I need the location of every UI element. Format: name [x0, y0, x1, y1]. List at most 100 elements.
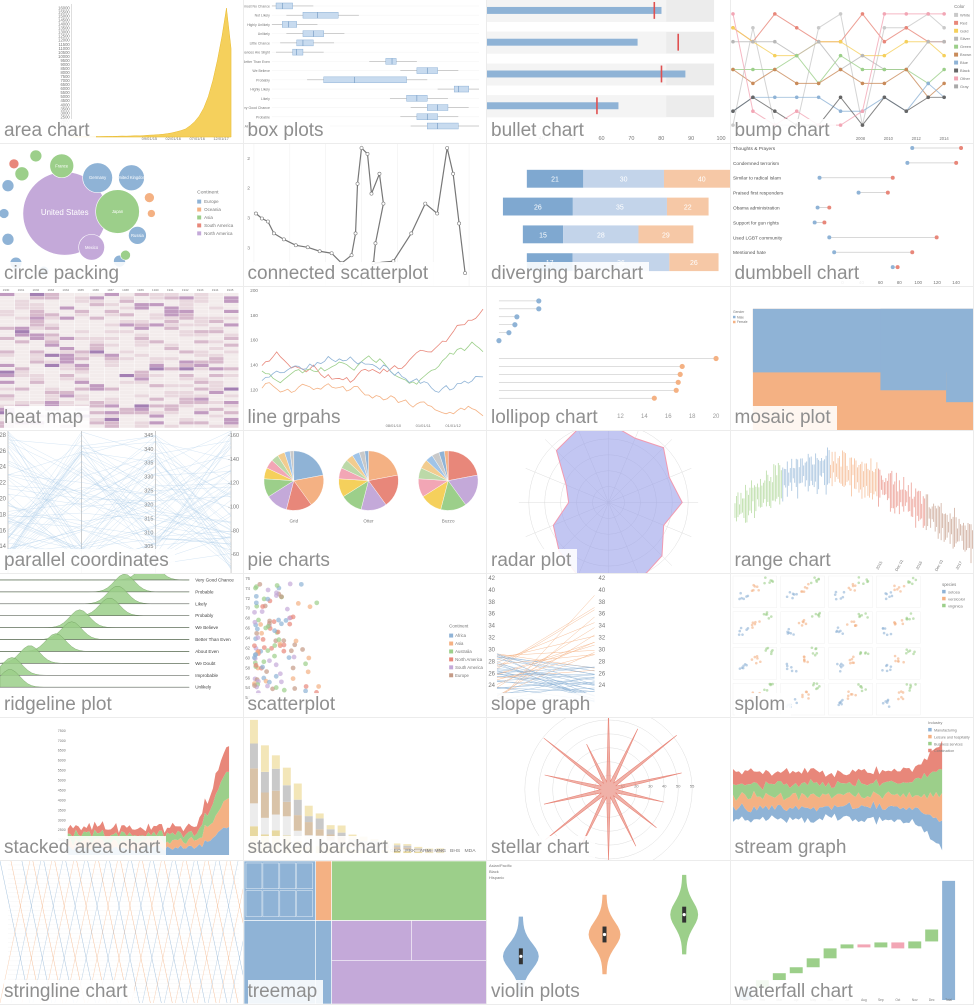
stacked-bar-segment [315, 829, 324, 836]
tile-violin-plots[interactable]: Asian/Pacific Black Hispanic violin plots [487, 861, 731, 1005]
slope-left-tick: 34 [488, 624, 495, 630]
dumbbell-category: Praised first responders [732, 190, 783, 196]
heatmap-cell [29, 320, 45, 324]
scatter-point [299, 647, 305, 653]
heatmap-cell [194, 414, 209, 418]
heatmap-cell [14, 303, 30, 307]
heatmap-cell [164, 404, 179, 408]
tile-stellar-chart[interactable]: 102030405055stellar chart [487, 717, 731, 862]
tile-line-graphs[interactable]: 10012014016018020008/01/1001/01/1101/01/… [243, 287, 487, 431]
stellar-r-tick: 30 [648, 783, 653, 788]
treemap-cell [330, 920, 412, 961]
violin-legend-label: Asian/Pacific [489, 863, 512, 868]
tile-pie-charts[interactable]: Grid Otter Buzzo pie charts [243, 430, 487, 575]
tile-slope-graph[interactable]: 42 42 40 40 38 38 36 36 34 34 32 32 30 30 28 28 26 26 24 24… [487, 574, 731, 718]
heatmap-cell [119, 380, 134, 385]
box-plots-caption: box plots [247, 118, 330, 143]
splom-point [806, 697, 810, 700]
splom-caption: splom [734, 692, 792, 717]
lollipop-x-tick: 14 [641, 414, 648, 420]
range-x-tick: Dec 01 [933, 558, 944, 572]
heatmap-cell [134, 309, 149, 314]
splom-point [786, 628, 790, 631]
tile-bullet-chart[interactable]: 405060708090100bullet chart [487, 0, 731, 144]
heatmap-cell [74, 313, 90, 317]
splom-point [753, 621, 757, 624]
stacked-bar-segment [424, 851, 433, 853]
tile-ridgeline-plot[interactable]: Very Good Chance Probable Likely Probably We… [0, 574, 244, 718]
splom-point [907, 689, 911, 693]
bump-legend-label: Silver [960, 36, 971, 41]
tile-mosaic-plot[interactable]: Gender Male Female mosaic plot [730, 287, 974, 431]
heatmap-cell [209, 404, 224, 408]
heatmap-x-tick: 1930 [3, 288, 10, 292]
line-x-tick: 01/01/12 [445, 423, 460, 428]
stacked-bar-segment [260, 792, 269, 818]
scatter-legend-swatch [448, 673, 453, 678]
heatmap-cell [164, 357, 179, 361]
tile-stacked-barchart[interactable]: GEO PRK ARM MNG BHS MDA stacked barchart [243, 717, 487, 862]
heatmap-cell [89, 421, 105, 425]
tile-dumbbell-chart[interactable]: Thoughts & Prayers Condemned terrorism Sim… [730, 143, 974, 288]
slope-left-tick: 36 [488, 612, 495, 618]
heatmap-cell [209, 303, 224, 307]
tile-bump-chart[interactable]: Color White Red Gold Silver Green Brown Blue Bla… [730, 0, 974, 144]
heatmap-cell [179, 340, 194, 344]
stellar-r-tick: 55 [690, 783, 695, 788]
heatmap-cell [224, 387, 239, 391]
splom-point [914, 578, 917, 582]
splom-point [803, 586, 806, 589]
heatmap-cell [89, 407, 105, 412]
tile-treemap[interactable]: treemap [243, 861, 487, 1005]
splom-point [765, 611, 768, 614]
tile-circle-packing[interactable]: United States Japan Germany Mexico France Uni… [0, 143, 244, 288]
area-y-tick: 11500 [58, 42, 70, 47]
splom-point [794, 670, 798, 673]
heatmap-cell [74, 360, 90, 364]
tile-stream-graph[interactable]: Industry Manufacturing Leisure and hospita… [730, 717, 974, 862]
heatmap-cell [149, 404, 164, 408]
heatmap-cell [194, 404, 209, 408]
tile-scatterplot[interactable]: 76747270686664626058565452ContinentAfric… [243, 574, 487, 718]
dumbbell-start [831, 249, 836, 254]
splom-point [802, 659, 806, 662]
heatmap-cell [29, 299, 45, 304]
heatmap-cell [104, 330, 120, 334]
heatmap-cell [224, 320, 239, 324]
tile-stringline-chart[interactable]: stringline chart [0, 861, 244, 1005]
splom-point [849, 620, 853, 624]
heatmap-cell [119, 313, 134, 317]
tile-radar-plot[interactable]: radar plot [487, 430, 731, 575]
scatter-point [286, 615, 292, 621]
tile-range-chart[interactable]: 2015 Dec 01 2016 Dec 01 2017 range chart [730, 430, 974, 575]
tile-parallel-coordinates[interactable]: 28 26 24 22 20 18 16 14 345 340 335 330 325 320 315 310… [0, 430, 244, 575]
tile-connected-scatterplot[interactable]: 2 2 3 3 connected scatterplot [243, 143, 487, 288]
heatmap-cell [134, 397, 149, 401]
splom-point [791, 592, 794, 596]
scatter-point [277, 671, 283, 677]
tile-heat-map[interactable]: 1930 1931 1932 1933 1934 1935 1936 1937 1938 1939… [0, 287, 244, 431]
violin-plots-caption: violin plots [491, 979, 586, 1004]
heatmap-cell [29, 370, 45, 374]
splom-point [851, 655, 855, 659]
tile-splom[interactable]: species setosa versicolor virginica splom [730, 574, 974, 718]
scatter-y-tick: 74 [245, 586, 250, 591]
tile-waterfall-chart[interactable]: JanFebMarAprMayJunJulAugSepOctNovDecTota… [730, 861, 974, 1005]
waterfall-bar [941, 881, 955, 1001]
waterfall-bar [907, 941, 921, 949]
scatter-point [253, 600, 259, 606]
splom-point [811, 684, 815, 687]
tile-diverging-barchart[interactable]: 213040263522152829173626diverging barcha… [487, 143, 731, 288]
tile-area-chart[interactable]: 5001000150020002500300035004000450050005… [0, 0, 244, 144]
heatmap-cell [194, 418, 209, 422]
splom-point [758, 660, 762, 664]
range-chart-svg: 2015 Dec 01 2016 Dec 01 2017 [734, 447, 973, 572]
connected-point [353, 231, 357, 235]
heatmap-cell [44, 401, 60, 405]
tile-stacked-area-chart[interactable]: 1500200025003000350040004500500055006000… [0, 717, 244, 862]
heatmap-cell [134, 377, 149, 381]
tile-lollipop-chart[interactable]: 12 14 16 18 20 lollipop chart [487, 287, 731, 431]
